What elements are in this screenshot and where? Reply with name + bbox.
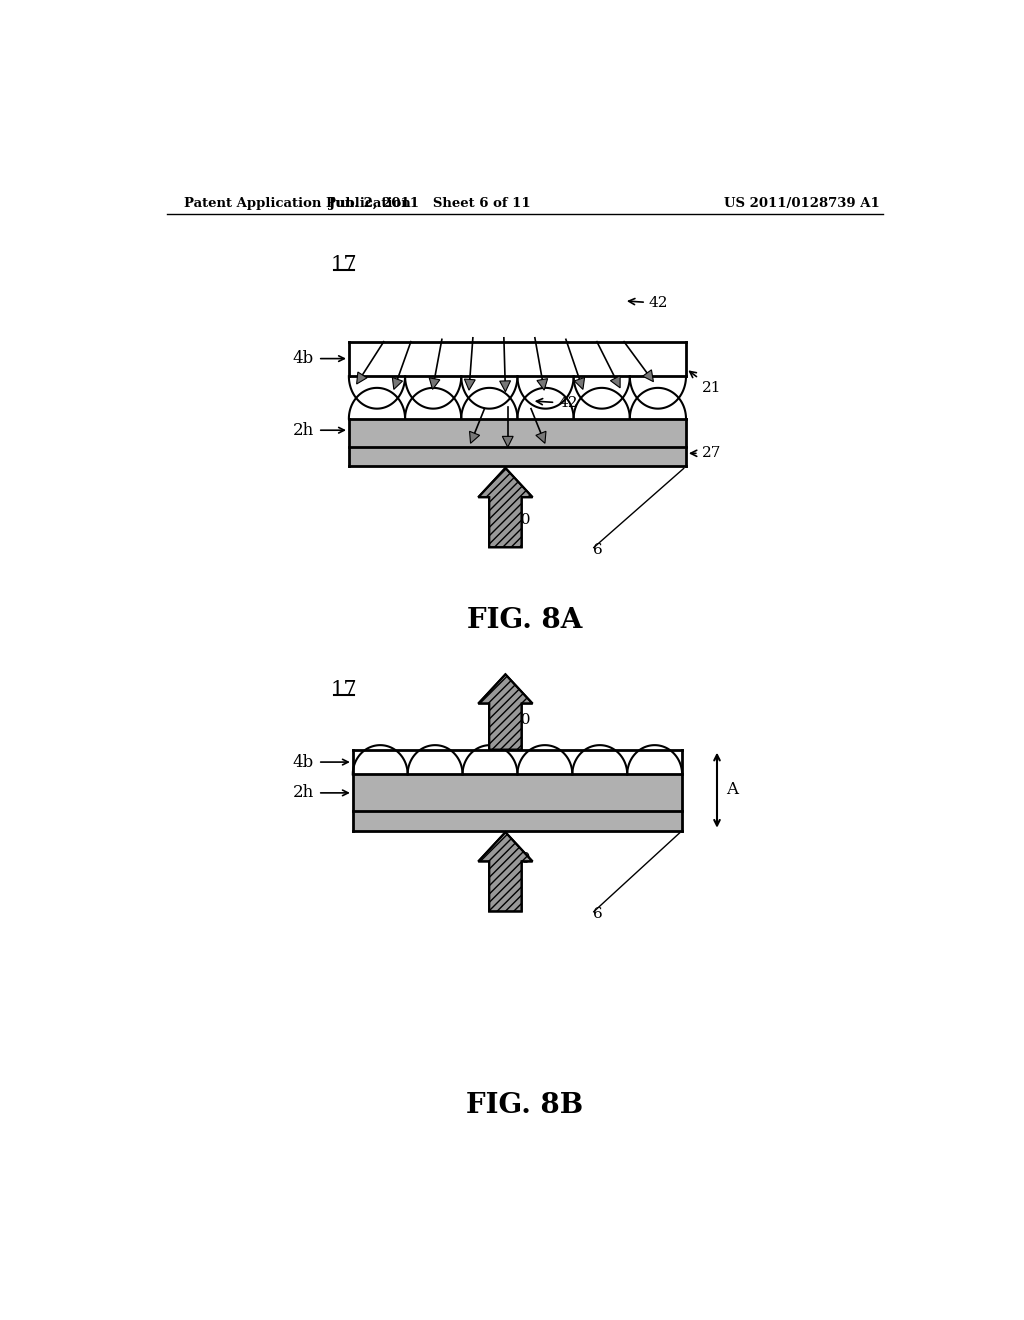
Text: Jun. 2, 2011   Sheet 6 of 11: Jun. 2, 2011 Sheet 6 of 11: [330, 197, 531, 210]
Text: A: A: [726, 781, 738, 799]
Bar: [352, 750, 682, 775]
Polygon shape: [478, 675, 532, 750]
Text: 40: 40: [512, 513, 531, 527]
Polygon shape: [517, 388, 573, 418]
Bar: [352, 775, 682, 812]
Polygon shape: [517, 376, 573, 409]
Text: 17: 17: [330, 680, 356, 700]
Polygon shape: [574, 378, 585, 389]
Text: 42: 42: [537, 396, 578, 411]
Text: 2h: 2h: [293, 784, 314, 801]
Text: 27: 27: [690, 446, 721, 461]
Text: 40: 40: [512, 714, 531, 727]
Polygon shape: [630, 376, 686, 409]
Polygon shape: [465, 379, 475, 391]
Polygon shape: [408, 746, 463, 775]
Bar: [349, 447, 686, 466]
Polygon shape: [573, 376, 630, 409]
Polygon shape: [628, 746, 682, 775]
Polygon shape: [406, 388, 461, 418]
Polygon shape: [573, 388, 630, 418]
Text: 6: 6: [593, 543, 603, 557]
Polygon shape: [461, 376, 517, 409]
Bar: [349, 342, 686, 376]
Polygon shape: [610, 376, 621, 388]
Polygon shape: [537, 379, 548, 391]
Text: 21: 21: [690, 371, 721, 395]
Text: 4b: 4b: [293, 754, 314, 771]
Bar: [352, 812, 682, 830]
Text: Patent Application Publication: Patent Application Publication: [183, 197, 411, 210]
Polygon shape: [478, 832, 532, 911]
Polygon shape: [461, 388, 517, 418]
Polygon shape: [643, 370, 653, 381]
Text: 6: 6: [593, 907, 603, 921]
Text: FIG. 8A: FIG. 8A: [467, 607, 583, 634]
Polygon shape: [630, 388, 686, 418]
Polygon shape: [503, 437, 513, 447]
Polygon shape: [429, 378, 440, 389]
Polygon shape: [478, 469, 532, 548]
Text: 42: 42: [629, 296, 669, 310]
Text: 40: 40: [512, 853, 531, 866]
Polygon shape: [352, 746, 408, 775]
Polygon shape: [517, 746, 572, 775]
Text: 17: 17: [330, 255, 356, 275]
Polygon shape: [392, 378, 402, 389]
Polygon shape: [470, 432, 479, 444]
Polygon shape: [406, 376, 461, 409]
Bar: [349, 418, 686, 447]
Polygon shape: [349, 388, 406, 418]
Text: 4b: 4b: [293, 350, 314, 367]
Polygon shape: [349, 376, 406, 409]
Polygon shape: [463, 746, 517, 775]
Polygon shape: [572, 746, 628, 775]
Polygon shape: [536, 432, 546, 444]
Text: FIG. 8B: FIG. 8B: [466, 1092, 584, 1119]
Polygon shape: [500, 380, 511, 392]
Text: 2h: 2h: [293, 421, 314, 438]
Text: US 2011/0128739 A1: US 2011/0128739 A1: [724, 197, 880, 210]
Polygon shape: [356, 372, 367, 384]
